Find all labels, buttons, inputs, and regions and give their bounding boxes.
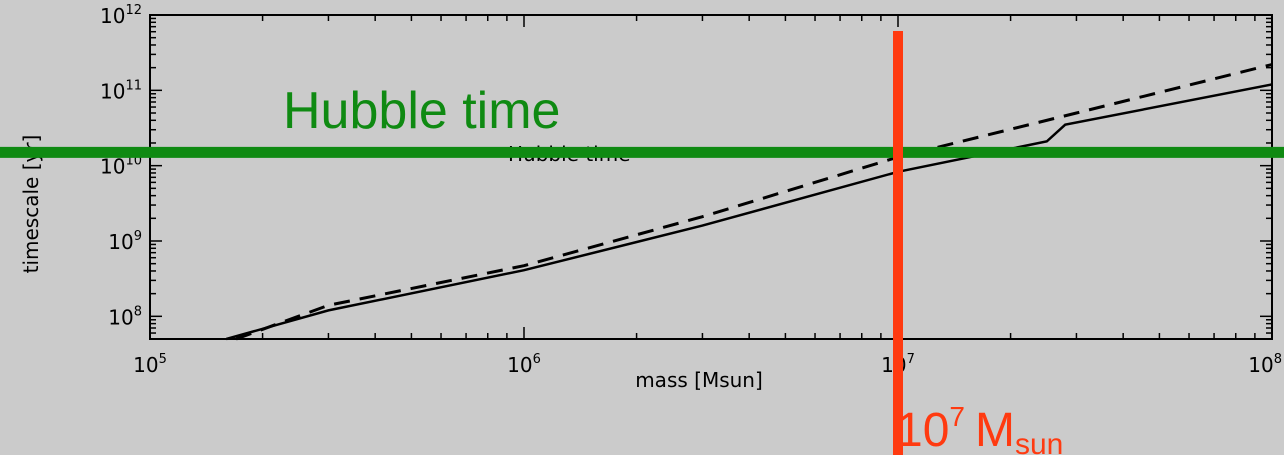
y-tick-label: 1011 [100,78,142,103]
mass-label-base: 10 [896,404,949,455]
reference-lines [0,31,1284,455]
x-tick-label: 106 [507,352,541,377]
y-tick-label: 1010 [100,154,142,179]
y-tick-label: 109 [108,229,142,254]
dashed-series-line [235,63,1273,341]
mass-label-exponent: 7 [949,401,965,432]
hubble-time-label: Hubble time [283,82,560,140]
y-tick-label: 1012 [100,3,142,28]
solid-series-line [225,83,1273,341]
y-axis-ticks [150,14,1272,340]
mass-label-unit: M [975,404,1015,455]
y-tick-label: 108 [108,304,142,329]
plot-frame [149,14,1273,340]
mass-threshold-label: 107 Msun [896,401,1063,455]
mass-label-subscript: sun [1015,428,1063,455]
data-series [225,63,1273,341]
x-axis-ticks [149,15,1273,339]
y-tick-labels: 108 109 1010 1011 1012 [100,3,142,329]
x-tick-label: 108 [1248,352,1282,377]
x-axis-title: mass [Msun] [635,368,763,392]
x-tick-label: 105 [133,352,167,377]
